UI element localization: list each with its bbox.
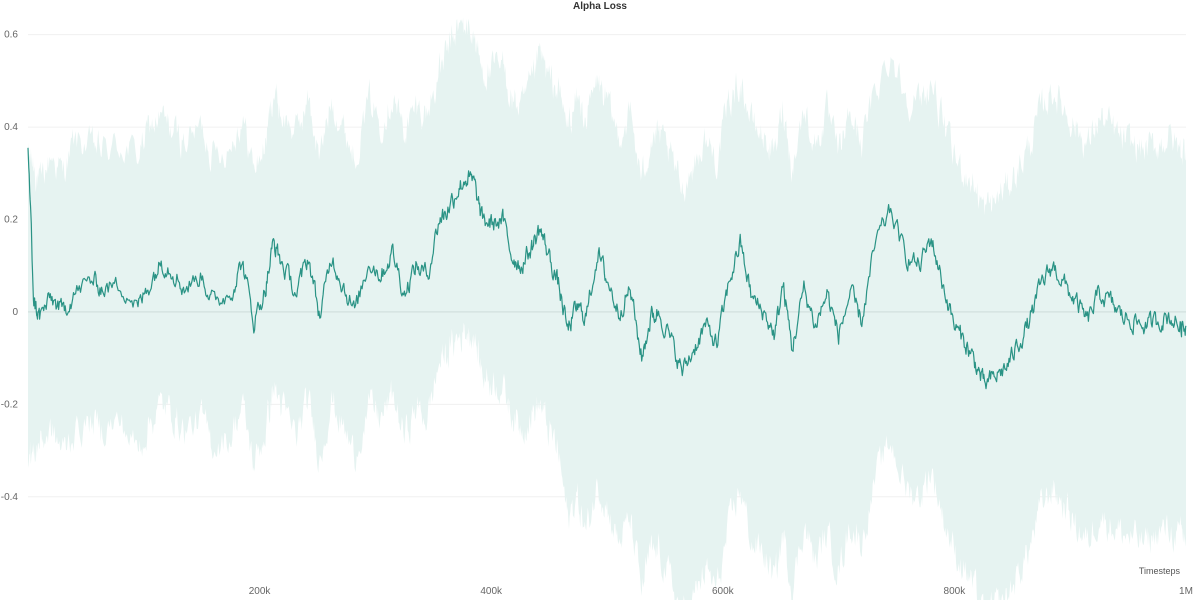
y-tick-label: -0.2 — [1, 399, 19, 410]
y-tick-label: 0 — [12, 307, 18, 318]
x-tick-label: 400k — [480, 586, 503, 597]
y-tick-label: 0.6 — [4, 30, 18, 41]
x-axis-label: Timesteps — [1139, 566, 1181, 576]
x-tick-label: 600k — [712, 586, 735, 597]
y-tick-label: -0.4 — [1, 492, 19, 503]
y-axis-ticks: 0.6 0.4 0.2 0 -0.2 -0.4 — [1, 30, 19, 503]
x-axis-ticks: 200k 400k 600k 800k 1M — [249, 586, 1193, 597]
confidence-band — [28, 17, 1186, 600]
x-tick-label: 1M — [1179, 586, 1193, 597]
series-line-group — [27, 147, 1187, 390]
series-line-0 — [27, 147, 1187, 390]
series-band-0 — [28, 17, 1186, 600]
x-tick-label: 800k — [944, 586, 967, 597]
y-tick-label: 0.2 — [4, 214, 18, 225]
y-tick-label: 0.4 — [4, 122, 18, 133]
x-tick-label: 200k — [249, 586, 272, 597]
chart-title: Alpha Loss — [573, 1, 627, 12]
